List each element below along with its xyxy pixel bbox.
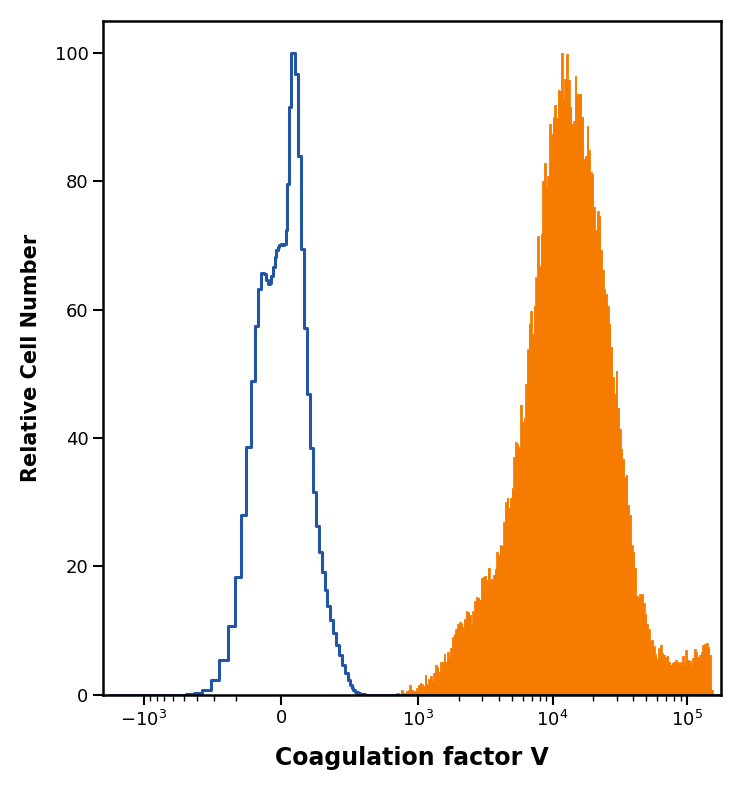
Y-axis label: Relative Cell Number: Relative Cell Number bbox=[21, 233, 41, 482]
X-axis label: Coagulation factor V: Coagulation factor V bbox=[275, 746, 549, 770]
